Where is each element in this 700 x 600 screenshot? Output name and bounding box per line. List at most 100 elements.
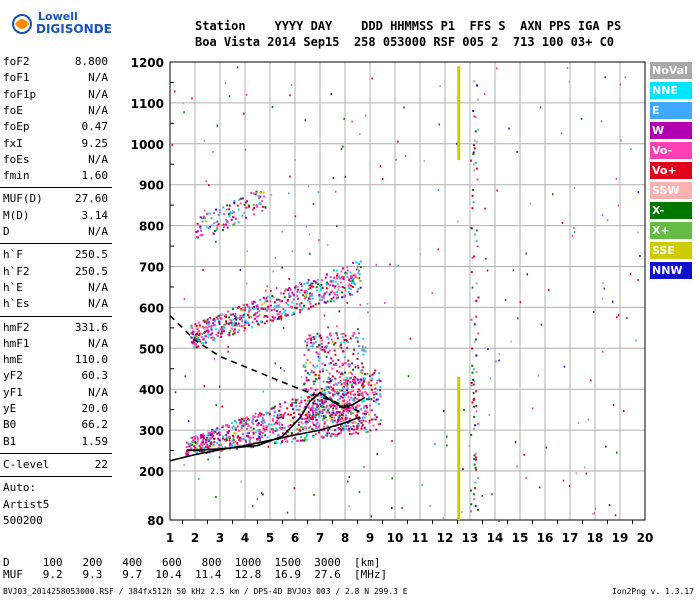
trace-point bbox=[300, 289, 303, 292]
trace-point bbox=[295, 285, 298, 288]
trace-point bbox=[243, 422, 246, 425]
noise-point bbox=[477, 332, 480, 335]
trace-point bbox=[236, 204, 239, 207]
trace-point bbox=[328, 333, 331, 336]
trace-point bbox=[303, 439, 306, 442]
trace-point bbox=[285, 440, 288, 443]
trace-point bbox=[305, 295, 308, 298]
trace-point bbox=[309, 387, 312, 390]
trace-point bbox=[291, 291, 294, 294]
trace-point bbox=[295, 408, 298, 411]
trace-point bbox=[250, 429, 253, 432]
trace-point bbox=[338, 415, 341, 418]
trace-point bbox=[306, 341, 309, 344]
trace-point bbox=[189, 442, 192, 445]
trace-point bbox=[284, 437, 287, 440]
trace-point bbox=[368, 413, 371, 416]
trace-point bbox=[348, 365, 351, 368]
trace-point bbox=[348, 429, 351, 432]
trace-point bbox=[284, 401, 287, 404]
trace-point bbox=[195, 335, 198, 338]
trace-point bbox=[339, 417, 342, 420]
noise-point bbox=[474, 487, 477, 490]
noise-point bbox=[401, 506, 403, 509]
logo-line2: DIGISONDE bbox=[36, 22, 112, 36]
trace-point bbox=[315, 426, 318, 429]
noise-point bbox=[525, 252, 527, 255]
trace-point bbox=[353, 273, 356, 276]
trace-point bbox=[296, 286, 299, 289]
trace-point bbox=[315, 423, 318, 426]
param-row: h`E N/A bbox=[3, 281, 108, 297]
trace-point bbox=[295, 306, 298, 309]
trace-point bbox=[217, 446, 220, 449]
trace-point bbox=[307, 299, 310, 302]
trace-point bbox=[328, 349, 331, 352]
trace-point bbox=[278, 306, 281, 309]
trace-point bbox=[278, 423, 281, 426]
trace-point bbox=[227, 310, 230, 313]
param-row: yE 20.0 bbox=[3, 402, 108, 418]
param-name: M(D) bbox=[3, 208, 30, 222]
trace-point bbox=[346, 384, 349, 387]
trace-point bbox=[233, 200, 236, 203]
trace-point bbox=[234, 312, 237, 315]
trace-point bbox=[203, 330, 206, 333]
trace-point bbox=[346, 272, 349, 275]
trace-point bbox=[300, 401, 303, 404]
trace-point bbox=[312, 380, 315, 383]
trace-point bbox=[305, 291, 308, 294]
trace-point bbox=[318, 298, 321, 301]
trace-point bbox=[350, 383, 353, 386]
trace-point bbox=[227, 424, 230, 427]
trace-point bbox=[196, 437, 199, 440]
trace-point bbox=[343, 395, 346, 398]
x-tick-label: 6 bbox=[291, 531, 299, 545]
trace-point bbox=[379, 380, 382, 383]
trace-point bbox=[326, 419, 329, 422]
trace-point bbox=[263, 430, 266, 433]
trace-point bbox=[314, 373, 317, 376]
param-value: N/A bbox=[88, 336, 108, 350]
trace-point bbox=[251, 418, 254, 421]
trace-point bbox=[342, 419, 345, 422]
trace-point bbox=[333, 363, 336, 366]
trace-point bbox=[287, 413, 290, 416]
trace-point bbox=[309, 302, 312, 305]
trace-point bbox=[334, 362, 337, 365]
noise-point bbox=[350, 376, 352, 379]
trace-point bbox=[237, 221, 240, 224]
param-value: N/A bbox=[88, 225, 108, 238]
trace-point bbox=[252, 422, 255, 425]
trace-point bbox=[341, 399, 344, 402]
trace-point bbox=[190, 436, 193, 439]
trace-point bbox=[322, 296, 325, 299]
trace-point bbox=[259, 414, 262, 417]
trace-point bbox=[250, 436, 253, 439]
trace-point bbox=[333, 349, 336, 352]
trace-point bbox=[242, 303, 245, 306]
autoscale-line2: Artist5 bbox=[3, 497, 50, 511]
trace-point bbox=[341, 362, 344, 365]
trace-point bbox=[277, 434, 280, 437]
trace-point bbox=[287, 431, 290, 434]
trace-point bbox=[287, 303, 290, 306]
trace-point bbox=[299, 439, 302, 442]
trace-point bbox=[322, 436, 325, 439]
trace-point bbox=[370, 374, 373, 377]
trace-point bbox=[312, 435, 315, 438]
y-tick-label: 80 bbox=[147, 514, 164, 528]
trace-point bbox=[221, 330, 224, 333]
trace-point bbox=[326, 380, 329, 383]
noise-point bbox=[471, 194, 474, 197]
noise-point bbox=[475, 410, 478, 413]
trace-point bbox=[196, 442, 199, 445]
trace-point bbox=[285, 432, 288, 435]
noise-point bbox=[358, 491, 361, 494]
trace-point bbox=[310, 337, 313, 340]
noise-point bbox=[357, 328, 359, 331]
trace-point bbox=[323, 301, 326, 304]
trace-point bbox=[291, 433, 294, 436]
trace-point bbox=[299, 304, 302, 307]
trace-point bbox=[375, 393, 378, 396]
